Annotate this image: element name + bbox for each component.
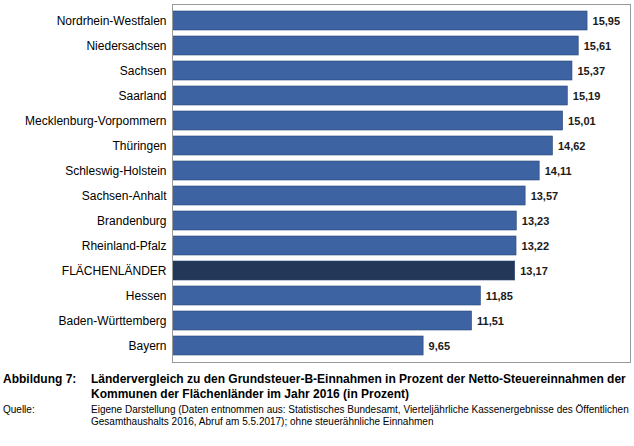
svg-text:FLÄCHENLÄNDER: FLÄCHENLÄNDER bbox=[62, 264, 167, 278]
svg-text:Sachsen-Anhalt: Sachsen-Anhalt bbox=[82, 189, 167, 203]
svg-text:15,01: 15,01 bbox=[568, 115, 596, 127]
svg-text:Mecklenburg-Vorpommern: Mecklenburg-Vorpommern bbox=[25, 114, 166, 128]
svg-text:Thüringen: Thüringen bbox=[112, 139, 166, 153]
svg-text:Saarland: Saarland bbox=[118, 89, 166, 103]
svg-text:Brandenburg: Brandenburg bbox=[97, 214, 166, 228]
svg-text:Hessen: Hessen bbox=[126, 289, 167, 303]
svg-text:Rheinland-Pfalz: Rheinland-Pfalz bbox=[82, 239, 167, 253]
svg-text:13,22: 13,22 bbox=[522, 240, 550, 252]
svg-text:Bayern: Bayern bbox=[128, 339, 166, 353]
svg-text:15,61: 15,61 bbox=[584, 40, 612, 52]
svg-text:13,23: 13,23 bbox=[522, 215, 550, 227]
html-text:Quelle:: Quelle: bbox=[3, 404, 35, 415]
svg-text:Baden-Württemberg: Baden-Württemberg bbox=[58, 314, 166, 328]
svg-text:Niedersachsen: Niedersachsen bbox=[86, 39, 166, 53]
svg-text:Schleswig-Holstein: Schleswig-Holstein bbox=[65, 164, 166, 178]
svg-text:14,62: 14,62 bbox=[558, 140, 586, 152]
html-text:Ländervergleich zu den Grundst: Ländervergleich zu den Grundsteuer-B-Ein… bbox=[91, 372, 626, 401]
svg-text:11,85: 11,85 bbox=[486, 290, 513, 302]
svg-text:15,95: 15,95 bbox=[593, 15, 621, 27]
svg-text:13,17: 13,17 bbox=[520, 265, 548, 277]
svg-text:Nordrhein-Westfalen: Nordrhein-Westfalen bbox=[57, 14, 167, 28]
svg-text:15,19: 15,19 bbox=[573, 90, 601, 102]
html-text:Abbildung 7:: Abbildung 7: bbox=[3, 372, 77, 386]
svg-text:11,51: 11,51 bbox=[477, 315, 504, 327]
svg-text:15,37: 15,37 bbox=[577, 65, 605, 77]
svg-text:Sachsen: Sachsen bbox=[120, 64, 167, 78]
svg-text:14,11: 14,11 bbox=[545, 165, 572, 177]
html-text:Eigene Darstellung (Daten entn: Eigene Darstellung (Daten entnommen aus:… bbox=[91, 404, 629, 427]
svg-text:13,57: 13,57 bbox=[531, 190, 559, 202]
svg-text:9,65: 9,65 bbox=[429, 340, 450, 352]
